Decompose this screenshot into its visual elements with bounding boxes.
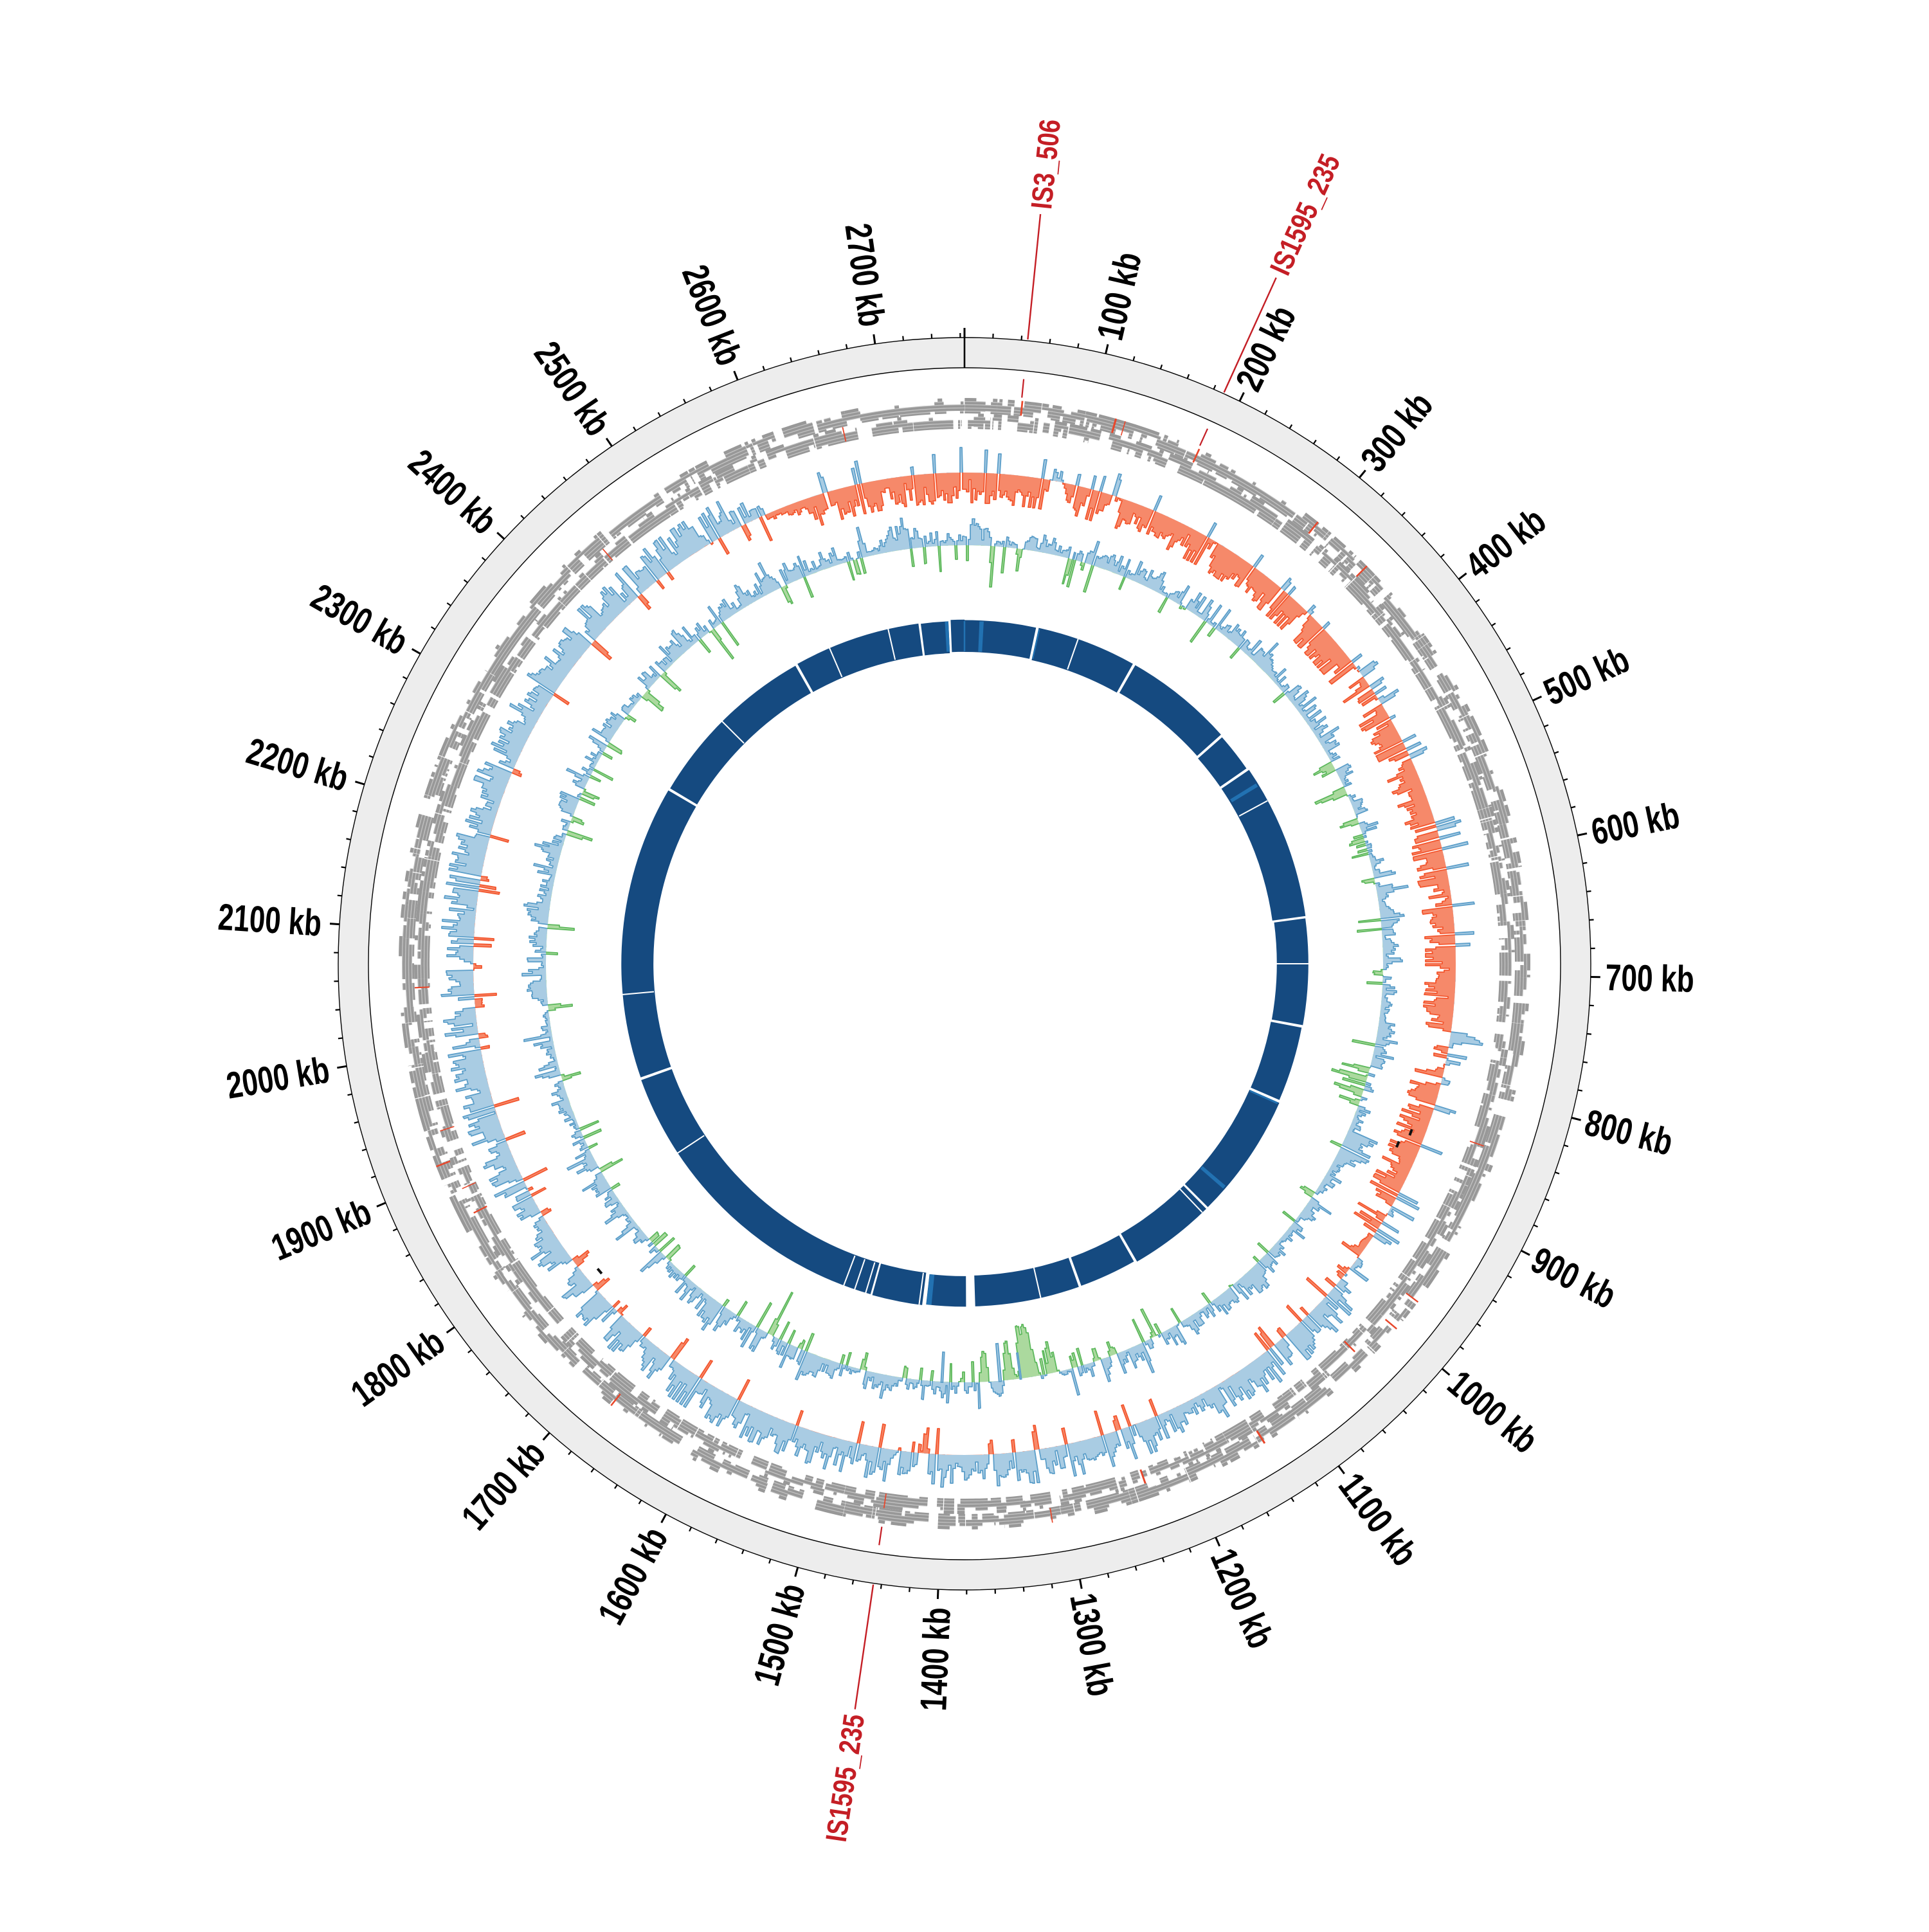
svg-text:700 kb: 700 kb (1605, 957, 1694, 1000)
svg-text:2100 kb: 2100 kb (217, 896, 323, 944)
svg-text:1400 kb: 1400 kb (912, 1607, 959, 1712)
